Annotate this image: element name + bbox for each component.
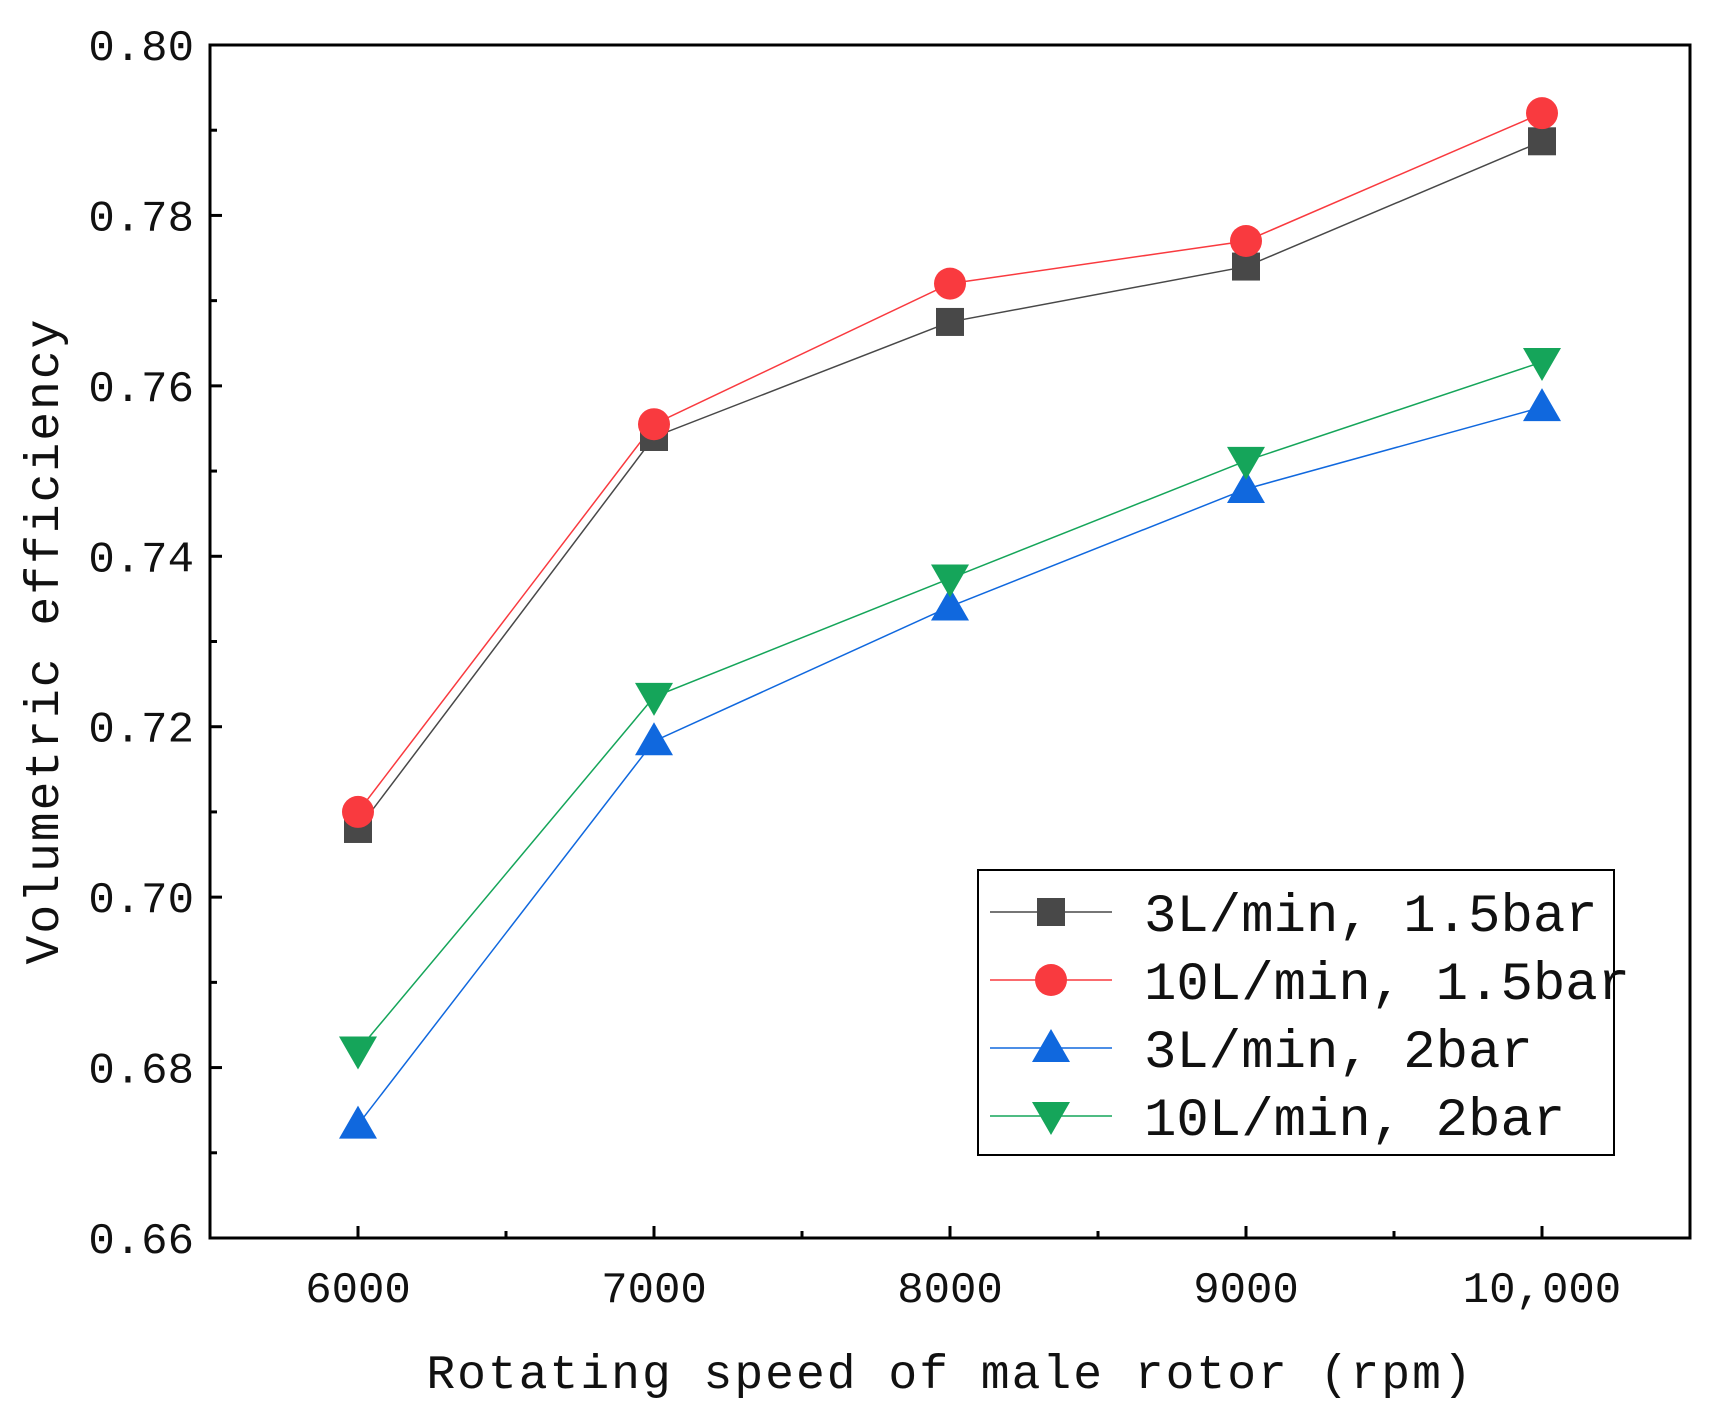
y-tick-label: 0.80 <box>88 24 194 74</box>
y-tick-label: 0.76 <box>88 365 194 415</box>
data-point-series-2 <box>342 795 374 828</box>
x-tick-label: 7000 <box>601 1266 707 1316</box>
legend-box <box>977 869 1615 1156</box>
series-markers <box>339 97 1561 1139</box>
data-point-series-3 <box>339 1105 377 1139</box>
x-tick-label: 10,000 <box>1463 1266 1621 1316</box>
y-tick-label: 0.70 <box>88 876 194 926</box>
y-tick-label: 0.74 <box>88 535 194 585</box>
x-axis-title: Rotating speed of male rotor (rpm) <box>426 1349 1473 1403</box>
data-point-series-3 <box>931 587 969 621</box>
legend: 3L/min, 1.5bar 10L/min, 1.5bar 3L/min, 2ba… <box>977 869 1630 1156</box>
legend-label: 10L/min, 1.5bar <box>1144 955 1630 1016</box>
y-tick-label: 0.72 <box>88 706 194 756</box>
y-axis-ticks: 0.66 0.68 0.70 0.72 0.74 0.76 0.78 0.80 <box>88 24 222 1267</box>
data-point-series-1 <box>1232 252 1260 281</box>
legend-marker <box>1032 1029 1070 1062</box>
data-point-series-2 <box>1526 97 1558 130</box>
data-point-series-4 <box>1523 347 1561 381</box>
data-point-series-2 <box>934 267 966 300</box>
data-point-series-3 <box>635 722 673 756</box>
legend-marker <box>1037 898 1065 926</box>
x-tick-label: 6000 <box>305 1266 411 1316</box>
data-point-series-4 <box>339 1036 377 1070</box>
legend-label: 3L/min, 1.5bar <box>1144 887 1598 948</box>
x-tick-label: 8000 <box>897 1266 1003 1316</box>
data-point-series-2 <box>1230 224 1262 257</box>
data-point-series-4 <box>635 682 673 716</box>
x-axis-ticks: 6000 7000 8000 9000 10,000 <box>305 1226 1621 1316</box>
legend-label: 3L/min, 2bar <box>1144 1023 1533 1084</box>
legend-marker <box>1032 1102 1070 1135</box>
data-point-series-1 <box>936 307 964 336</box>
data-point-series-3 <box>1227 469 1265 503</box>
y-tick-label: 0.66 <box>88 1217 194 1267</box>
data-point-series-3 <box>1523 388 1561 422</box>
data-point-series-1 <box>1528 127 1556 156</box>
x-tick-label: 9000 <box>1193 1266 1299 1316</box>
y-tick-label: 0.68 <box>88 1047 194 1097</box>
data-point-series-4 <box>931 564 969 598</box>
data-point-series-4 <box>1227 446 1265 480</box>
y-axis-title: Volumetric efficiency <box>19 318 73 965</box>
data-point-series-2 <box>638 408 670 441</box>
legend-label: 10L/min, 2bar <box>1144 1091 1565 1152</box>
y-tick-label: 0.78 <box>88 194 194 244</box>
legend-marker <box>1035 964 1067 996</box>
